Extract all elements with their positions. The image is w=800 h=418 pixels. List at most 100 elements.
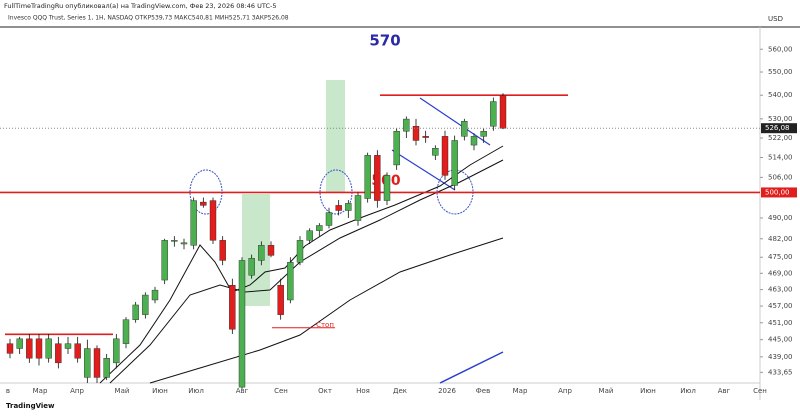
candle-body: [45, 338, 52, 359]
candle-body: [470, 136, 478, 146]
candle-body: [142, 294, 149, 315]
candle-body: [113, 338, 120, 364]
candle-body: [393, 131, 400, 166]
candle-body: [64, 343, 72, 349]
y-tick-label: 550,00: [768, 68, 793, 76]
candle-body: [122, 319, 130, 344]
candle-body: [354, 195, 362, 221]
trend-line: [439, 351, 504, 384]
x-tick-label: Апр: [70, 387, 84, 395]
y-tick-label: 475,00: [768, 253, 793, 261]
y-tick-label: 451,00: [768, 319, 793, 327]
candle-body: [451, 140, 458, 186]
y-tick-label: 463,00: [768, 286, 793, 294]
x-tick-label: Апр: [558, 387, 572, 395]
x-tick-label: Июн: [152, 387, 168, 395]
candle-body: [229, 285, 236, 330]
candle-body: [267, 245, 275, 256]
candle-body: [325, 212, 333, 226]
candle-body: [296, 240, 304, 263]
candle-body: [161, 240, 168, 281]
legend: Invesco QQQ Trust, Series 1, 1Н, NASDAQ …: [8, 15, 289, 22]
annotation: 570: [369, 32, 400, 50]
moving-average: [149, 237, 504, 384]
candle-body: [335, 205, 342, 211]
candle-body: [238, 260, 246, 388]
y-tick-label: 482,00: [768, 235, 793, 243]
x-tick-label: Авг: [718, 387, 731, 395]
y-tick-label: 522,00: [768, 134, 793, 142]
drawing-box: [242, 194, 270, 306]
candle-body: [441, 136, 449, 176]
candle-body: [74, 343, 81, 359]
candle-body: [422, 136, 429, 138]
x-tick-label: Дек: [393, 387, 407, 395]
candle-body: [383, 175, 391, 201]
candle-body: [93, 348, 101, 378]
y-tick-label: 457,00: [768, 302, 793, 310]
candle-body: [219, 240, 226, 261]
y-tick-label: 433,65: [768, 368, 793, 376]
x-tick-label: Фев: [476, 387, 490, 395]
price-label: 500,00: [765, 188, 790, 196]
x-tick-label: Окт: [318, 387, 332, 395]
price-box: [761, 123, 797, 134]
candle-body: [277, 285, 284, 315]
x-tick-label: 2026: [438, 387, 456, 395]
candle-body: [55, 343, 62, 364]
candle-body: [26, 338, 33, 359]
price-box: [761, 187, 797, 198]
drawing-box: [326, 80, 345, 192]
candle-body: [35, 338, 43, 359]
moving-average: [109, 159, 504, 384]
y-tick-label: 560,00: [768, 45, 793, 53]
candle-body: [490, 101, 497, 127]
y-tick-label: 506,00: [768, 173, 793, 181]
currency: USD: [768, 15, 783, 23]
trend-line: [419, 97, 491, 146]
x-tick-label: Июл: [188, 387, 204, 395]
x-tick-label: Май: [115, 387, 130, 395]
moving-average: [99, 145, 504, 384]
candle-body: [364, 155, 371, 199]
x-tick-label: Сен: [274, 387, 288, 395]
x-tick-label: Авг: [236, 387, 249, 395]
y-tick-label: 530,00: [768, 115, 793, 123]
y-tick-label: 445,00: [768, 336, 793, 344]
x-tick-label: Мар: [33, 387, 48, 395]
candle-body: [248, 258, 255, 276]
candle-body: [316, 225, 323, 231]
x-tick-label: Ноя: [356, 387, 370, 395]
x-tick-label: Июн: [640, 387, 656, 395]
x-tick-label: Май: [599, 387, 614, 395]
candle-body: [306, 230, 313, 241]
x-tick-label: Июл: [680, 387, 696, 395]
candle-body: [499, 95, 507, 129]
x-tick-label: в: [6, 387, 10, 395]
candle-body: [151, 289, 159, 301]
y-tick-label: 439,00: [768, 353, 793, 361]
candle-body: [103, 358, 110, 378]
candle-body: [412, 126, 420, 141]
candle-body: [6, 343, 14, 354]
y-tick-label: 540,00: [768, 91, 793, 99]
candle-body: [345, 203, 352, 211]
candle-body: [403, 118, 410, 132]
candle-body: [432, 148, 439, 156]
y-tick-label: 469,00: [768, 269, 793, 277]
candle-body: [461, 121, 468, 137]
footer: TradingView: [6, 402, 55, 410]
header: FullTimeTradingRu опубликовал(а) на Trad…: [4, 2, 276, 10]
candle-body: [132, 304, 139, 320]
candle-body: [287, 262, 294, 301]
candle-body: [200, 201, 207, 206]
annotation: Стоп: [316, 321, 334, 329]
candle-body: [480, 131, 487, 137]
candle-body: [84, 348, 91, 378]
x-tick-label: Сен: [753, 387, 767, 395]
y-tick-label: 514,00: [768, 154, 793, 162]
candle-body: [180, 242, 188, 245]
price-label: 526,08: [765, 124, 790, 132]
